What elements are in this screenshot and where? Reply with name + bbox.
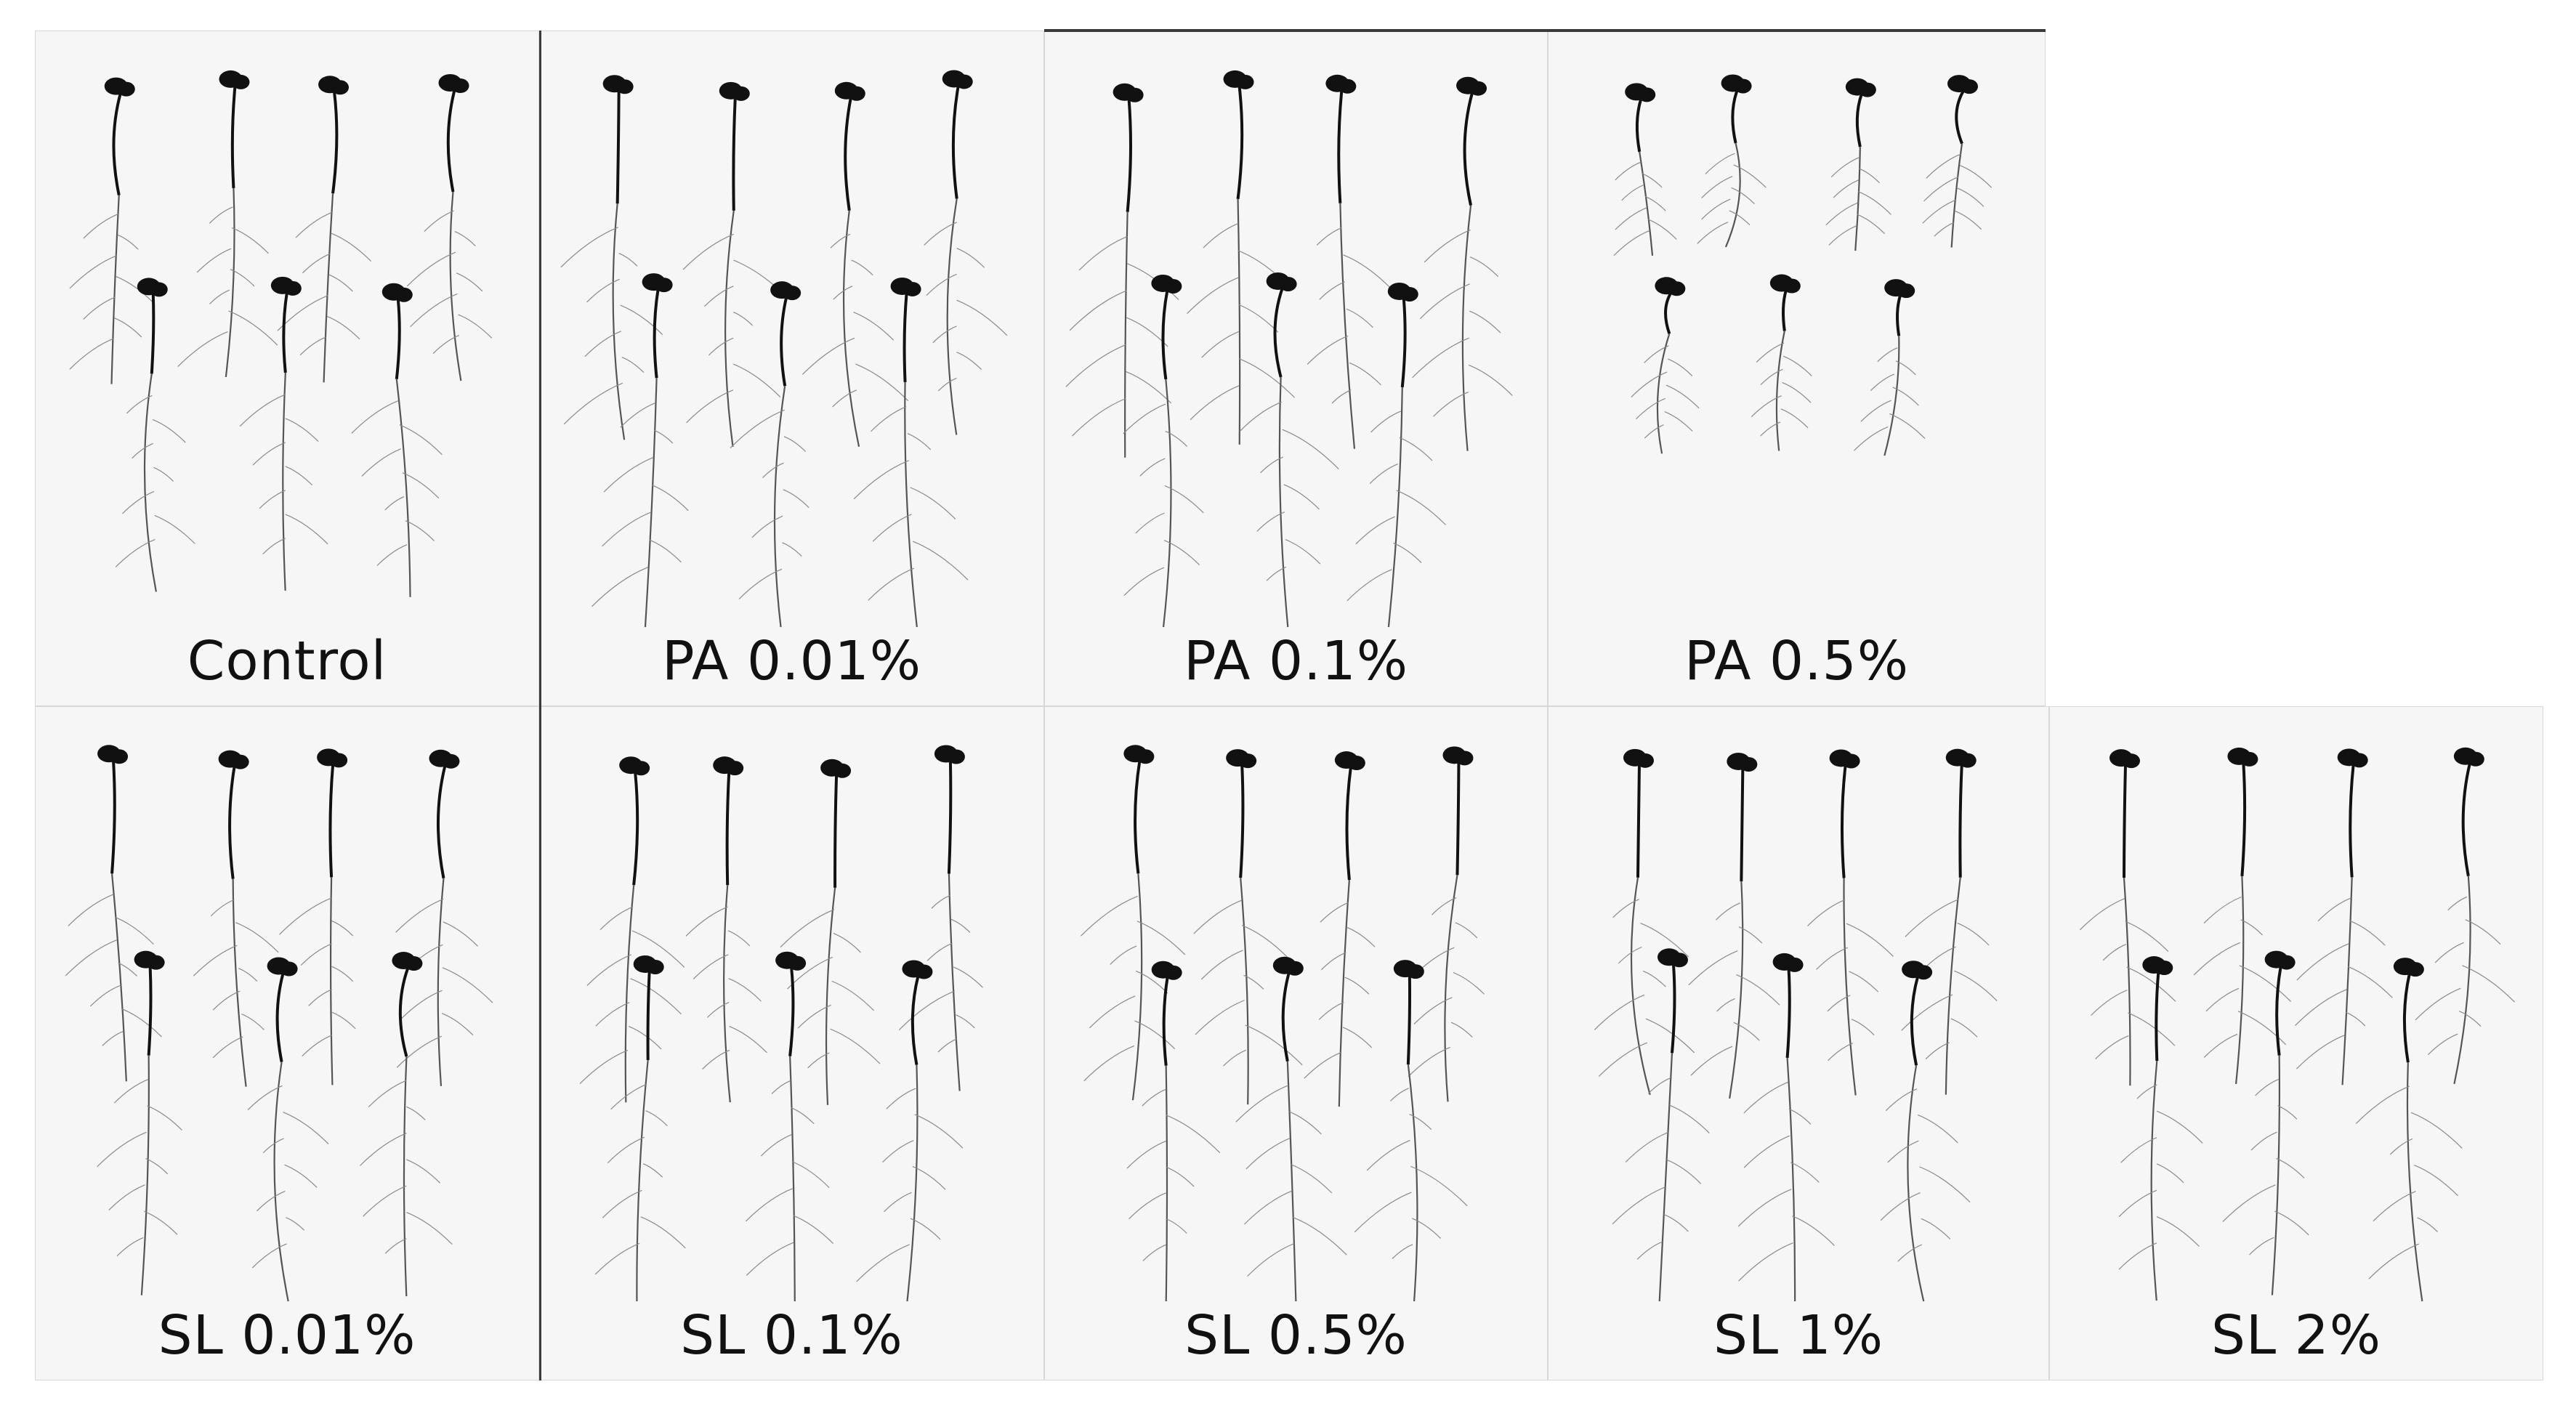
label-sl-05: SL 0.5%	[1184, 1304, 1408, 1367]
label-pa-05: PA 0.5%	[1684, 630, 1910, 692]
seedling	[1193, 749, 1303, 1105]
divider-top-edge	[1044, 29, 2046, 32]
seedling	[1751, 274, 1812, 451]
seedling	[730, 281, 809, 628]
label-pa-001: PA 0.01%	[661, 630, 922, 692]
seedling	[2355, 958, 2463, 1302]
seedling	[746, 951, 834, 1302]
panel-sl-01: SL 0.1%	[539, 706, 1044, 1380]
seedling	[853, 277, 969, 628]
panel-sl-1: SL 1%	[1548, 706, 2049, 1380]
seedling	[177, 70, 278, 378]
seedling	[1631, 277, 1700, 454]
seedling	[2295, 748, 2393, 1085]
panel-pa-01: PA 0.1%	[1044, 31, 1548, 706]
seedling	[1307, 74, 1391, 449]
seedlings-pa-01	[1065, 70, 1513, 628]
seedling	[802, 81, 909, 448]
seedling	[1688, 752, 1780, 1099]
seedling	[1880, 961, 1971, 1302]
seedling	[1408, 746, 1485, 1102]
seedling	[1612, 948, 1710, 1302]
label-sl-01: SL 0.1%	[680, 1304, 903, 1367]
seedling	[1081, 745, 1186, 1101]
seedling	[351, 283, 443, 597]
seedling	[247, 957, 329, 1302]
seedling	[1854, 279, 1926, 456]
seedling	[1697, 74, 1767, 248]
seedling	[685, 756, 767, 1103]
seedling	[1065, 83, 1179, 458]
seedling	[856, 960, 964, 1302]
seedling	[2118, 956, 2203, 1301]
seedlings-sl-01	[579, 745, 983, 1302]
seedling	[1594, 748, 1695, 1096]
seedling	[395, 749, 493, 1086]
seedlings-sl-2	[2079, 747, 2515, 1302]
label-sl-001: SL 0.01%	[158, 1304, 416, 1367]
panel-control: Control	[35, 31, 539, 706]
seedling	[1412, 76, 1513, 451]
panel-sl-05: SL 0.5%	[1044, 706, 1548, 1380]
seedling	[2222, 950, 2309, 1295]
seedling	[1239, 272, 1339, 628]
seedling	[1346, 282, 1446, 628]
seedling	[1354, 960, 1468, 1302]
seedling	[898, 745, 983, 1091]
seedling	[97, 950, 182, 1295]
seedling	[924, 70, 1008, 435]
seedling	[560, 75, 663, 440]
seedling	[1613, 83, 1677, 256]
seedlings-sl-1	[1594, 748, 1998, 1302]
seedling	[406, 74, 493, 381]
seedling	[1126, 961, 1221, 1302]
divider-top-row	[539, 31, 541, 706]
seedling	[1187, 70, 1296, 445]
label-pa-01: PA 0.1%	[1183, 630, 1409, 692]
seedling	[1235, 956, 1347, 1302]
label-sl-1: SL 1%	[1713, 1304, 1884, 1367]
seedling	[239, 276, 328, 591]
seedlings-sl-05	[1081, 745, 1485, 1302]
seedling	[591, 273, 689, 628]
seedling	[360, 952, 453, 1297]
seedling	[193, 750, 279, 1087]
seedling	[1123, 274, 1204, 628]
seedling	[682, 81, 789, 447]
panel-pa-001: PA 0.01%	[539, 31, 1044, 706]
panel-pa-05: PA 0.5%	[1548, 31, 2046, 706]
seedling	[279, 748, 356, 1085]
seedling	[1901, 748, 1998, 1095]
seedling	[69, 77, 154, 384]
seedlings-pa-05	[1613, 74, 1992, 456]
seedlings-sl-001	[65, 745, 493, 1302]
seedling	[1304, 751, 1376, 1107]
seedling	[2193, 747, 2292, 1085]
seedling	[594, 955, 686, 1302]
seedling	[1737, 953, 1835, 1302]
panel-sl-2: SL 2%	[2049, 706, 2543, 1380]
seedling	[65, 745, 162, 1082]
seedling	[780, 759, 881, 1105]
label-sl-2: SL 2%	[2210, 1304, 2382, 1367]
seedlings-pa-001	[560, 70, 1008, 628]
seedling	[1922, 75, 1992, 248]
divider-mid-row	[539, 706, 541, 1380]
seedling	[2079, 749, 2176, 1086]
seedling	[1807, 749, 1894, 1096]
panel-sl-001: SL 0.01%	[35, 706, 539, 1380]
seedling	[277, 76, 372, 383]
seedling	[2415, 747, 2515, 1085]
seedling	[1825, 78, 1891, 251]
seedlings-control	[69, 70, 493, 597]
label-control: Control	[187, 630, 387, 692]
seedling	[579, 756, 685, 1103]
seedling	[115, 278, 195, 592]
